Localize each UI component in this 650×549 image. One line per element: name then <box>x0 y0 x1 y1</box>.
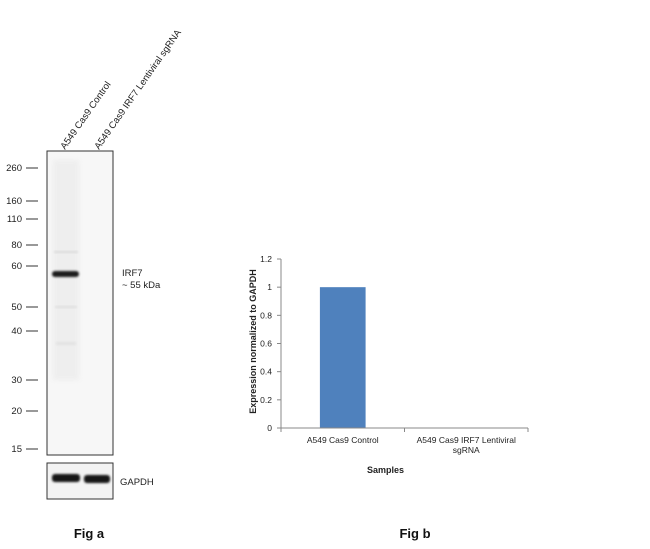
faint-band <box>54 251 78 253</box>
mw-marker: 20 <box>11 406 38 417</box>
svg-text:260: 260 <box>6 163 22 174</box>
svg-text:15: 15 <box>11 444 22 455</box>
blot-smear <box>53 160 79 380</box>
mw-marker: 30 <box>11 375 38 386</box>
y-tick-label: 0 <box>267 423 272 433</box>
svg-text:30: 30 <box>11 375 22 386</box>
svg-text:60: 60 <box>11 261 22 272</box>
figure-b-caption: Fig b <box>399 526 430 541</box>
svg-text:20: 20 <box>11 406 22 417</box>
y-tick-label: 1.2 <box>260 254 272 264</box>
band-label-irf7: IRF7 <box>122 268 143 279</box>
x-tick-label: A549 Cas9 IRF7 Lentiviral <box>417 435 516 445</box>
figure-a-caption: Fig a <box>74 526 105 541</box>
mw-marker: 110 <box>7 214 38 225</box>
svg-text:80: 80 <box>11 240 22 251</box>
western-blot-panel: A549 Cas9 Control A549 Cas9 IRF7 Lentivi… <box>6 27 184 541</box>
y-tick-label: 0.2 <box>260 395 272 405</box>
y-tick-label: 0.8 <box>260 310 272 320</box>
mw-marker: 260 <box>6 163 38 174</box>
svg-text:110: 110 <box>7 214 22 225</box>
gapdh-band <box>52 474 80 482</box>
band-label-kda: ~ 55 kDa <box>122 280 161 291</box>
y-tick-label: 0.4 <box>260 367 272 377</box>
mw-ladder: 260 160 110 80 60 50 <box>6 163 38 455</box>
faint-band <box>56 342 76 345</box>
irf7-band <box>52 271 79 277</box>
bar-series <box>319 287 366 428</box>
svg-text:40: 40 <box>11 326 22 337</box>
y-tick-label: 1 <box>267 282 272 292</box>
x-axis-title: Samples <box>367 465 404 475</box>
mw-marker: 40 <box>11 326 38 337</box>
expression-bar-chart: 00.20.40.60.811.2 A549 Cas9 Control A549 … <box>248 254 529 475</box>
svg-text:50: 50 <box>11 302 22 313</box>
mw-marker: 160 <box>6 196 38 207</box>
x-axis-ticks <box>280 428 529 432</box>
faint-band <box>55 306 77 308</box>
svg-text:160: 160 <box>6 196 22 207</box>
mw-marker: 60 <box>11 261 38 272</box>
mw-marker: 50 <box>11 302 38 313</box>
gapdh-band <box>84 475 110 483</box>
y-axis-title: Expression normalized to GAPDH <box>248 269 258 414</box>
bar <box>319 287 366 428</box>
y-tick-label: 0.6 <box>260 339 272 349</box>
mw-marker: 80 <box>11 240 38 251</box>
y-axis-ticks: 0 0.2 0.4 0.6 0.8 1 1.2 <box>260 254 281 433</box>
x-axis-tick-labels: A549 Cas9 Control A549 Cas9 IRF7 Lentivir… <box>307 435 516 455</box>
x-tick-label: sgRNA <box>453 445 480 455</box>
gapdh-label: GAPDH <box>120 477 154 488</box>
x-tick-label: A549 Cas9 Control <box>307 435 379 445</box>
mw-marker: 15 <box>11 444 38 455</box>
